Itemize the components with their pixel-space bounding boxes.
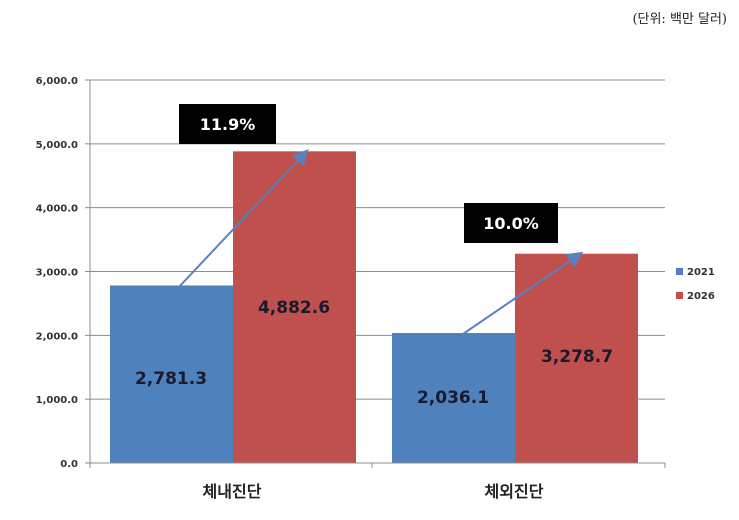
y-tick-label: 0.0 xyxy=(60,459,78,470)
bar-2021 xyxy=(392,333,515,463)
x-axis: 체내진단 체외진단 xyxy=(89,462,666,501)
legend-label: 2026 xyxy=(687,291,715,302)
unit-label: (단위: 백만 달러) xyxy=(632,12,727,27)
growth-badge-label: 10.0% xyxy=(483,214,539,233)
bar-value-label: 4,882.6 xyxy=(258,298,330,318)
bar-2026 xyxy=(515,253,638,463)
legend-swatch xyxy=(676,292,683,299)
y-tick-label: 6,000.0 xyxy=(36,76,78,87)
bar-value-label: 2,036.1 xyxy=(417,388,489,408)
y-axis: 0.0 1,000.0 2,000.0 3,000.0 4,000.0 5,000.0 6,… xyxy=(36,76,91,470)
legend-label: 2021 xyxy=(687,267,715,278)
bar-value-label: 2,781.3 xyxy=(135,369,207,389)
growth-badge xyxy=(464,203,558,243)
growth-badge-label: 11.9% xyxy=(200,115,256,134)
growth-badge xyxy=(179,104,276,144)
legend-swatch xyxy=(676,268,683,275)
y-tick-label: 3,000.0 xyxy=(36,268,78,279)
bar-value-label: 3,278.7 xyxy=(541,347,613,367)
bars: 2,781.3 4,882.6 2,036.1 3,278.7 xyxy=(110,151,638,463)
y-tick-label: 1,000.0 xyxy=(36,395,78,406)
bar-2026 xyxy=(233,151,356,463)
y-tick-label: 2,000.0 xyxy=(36,331,78,342)
y-tick-label: 5,000.0 xyxy=(36,140,78,151)
x-category-label: 체외진단 xyxy=(485,482,544,501)
bar-2021 xyxy=(110,285,233,463)
y-tick-label: 4,000.0 xyxy=(36,204,78,215)
growth-arrow-icon xyxy=(462,251,584,335)
growth-annotations: 11.9% 10.0% xyxy=(177,104,584,335)
x-category-label: 체내진단 xyxy=(203,482,262,501)
growth-arrow-icon xyxy=(177,149,309,289)
legend: 2021 2026 xyxy=(676,267,715,302)
